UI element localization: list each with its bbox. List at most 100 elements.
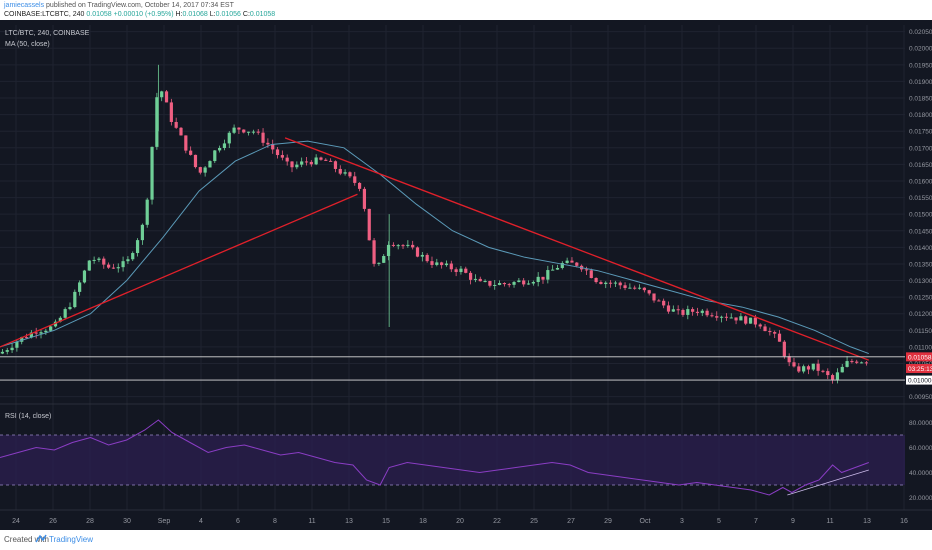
candle [92,259,96,261]
x-tick-label: 28 [86,518,94,525]
candle [304,161,309,163]
candle [575,262,579,266]
candle [78,282,82,292]
candle [435,262,439,265]
x-tick-label: 26 [49,518,57,525]
candle [280,155,284,158]
candle [758,324,762,327]
candle [131,253,135,260]
price-tag [906,352,932,362]
chart-canvas[interactable]: 24 26 28 30 Sep 4 6 8 11 13 15 18 20 22 25 27 29 Oct 3 5 7 9 1… [0,20,932,530]
candle [599,282,603,285]
candle [493,284,497,286]
x-tick-label: Sep [158,518,171,525]
candle [53,321,58,327]
candle [295,164,299,168]
candle [44,330,48,333]
candle [618,282,622,286]
candle [208,161,212,168]
candle [546,270,550,280]
x-tick-label: 29 [604,518,612,525]
candle [362,188,367,209]
candle [333,161,338,169]
rsi-trendline[interactable] [787,469,869,496]
candle [396,245,400,247]
candle [821,370,825,372]
high-label: H: [175,11,183,18]
trendline[interactable] [284,137,870,361]
candle [831,375,835,380]
candle [753,317,757,325]
candle [140,224,144,241]
candle [0,351,5,354]
candle [657,300,661,302]
candle [464,268,468,273]
candle [87,260,91,271]
y-tick-label: 0.00950 [909,394,932,401]
tradingview-logo-icon [35,534,47,543]
candle [372,240,376,264]
trendline[interactable] [0,193,358,348]
candle [454,269,458,272]
candle [522,280,526,285]
y-tick-label: 0.01150 [909,328,932,335]
rsi-y-tick-label: 40.0000 [909,470,932,477]
candle [526,283,531,285]
price-tag [906,375,932,385]
x-tick-label: 25 [530,518,538,525]
candle [121,261,125,268]
tradingview-brand[interactable]: TradingView [49,535,94,544]
candle [246,131,251,133]
candle [266,142,270,145]
y-tick-label: 0.01700 [909,145,932,152]
candle [97,258,101,260]
candle [647,290,651,294]
x-tick-label: 16 [900,518,908,525]
candle [227,132,231,144]
ma-indicator-label[interactable]: MA (50, close) [5,41,50,48]
candle [314,157,318,165]
author-link[interactable]: jamiecassels [4,2,45,9]
created-with-text: Created with [4,535,49,544]
price-tag [906,363,932,373]
candle [49,326,53,331]
candle [517,280,521,283]
candle [401,245,405,247]
candle [739,316,743,321]
candle [497,283,502,285]
candle [700,310,704,313]
candle [232,127,236,133]
candle [440,262,444,266]
rsi-indicator-label[interactable]: RSI (14, close) [5,413,52,420]
candle [512,282,516,285]
candle [715,316,719,318]
candle [271,144,275,150]
y-tick-label: 0.01550 [909,195,932,202]
candle [324,159,328,161]
candle [459,268,463,272]
y-tick-label: 0.01900 [909,79,932,86]
candle [218,147,222,151]
candle [845,361,849,367]
candle [319,157,323,160]
candle [82,270,87,283]
y-tick-label: 0.01350 [909,261,932,268]
candle [415,247,420,257]
candle [116,267,120,269]
candle [411,244,415,248]
candle [203,167,207,173]
y-tick-label: 0.01400 [909,245,932,252]
candle [502,283,506,285]
x-tick-label: 8 [273,518,277,525]
candle [382,256,386,263]
candle [430,261,434,265]
candle [584,269,589,271]
candle [256,131,260,133]
candle [155,97,159,147]
candle [604,282,608,285]
y-tick-label: 0.01750 [909,129,932,136]
y-tick-label: 0.01500 [909,212,932,219]
candle [478,278,482,282]
candle [290,161,294,168]
candle [613,282,617,284]
